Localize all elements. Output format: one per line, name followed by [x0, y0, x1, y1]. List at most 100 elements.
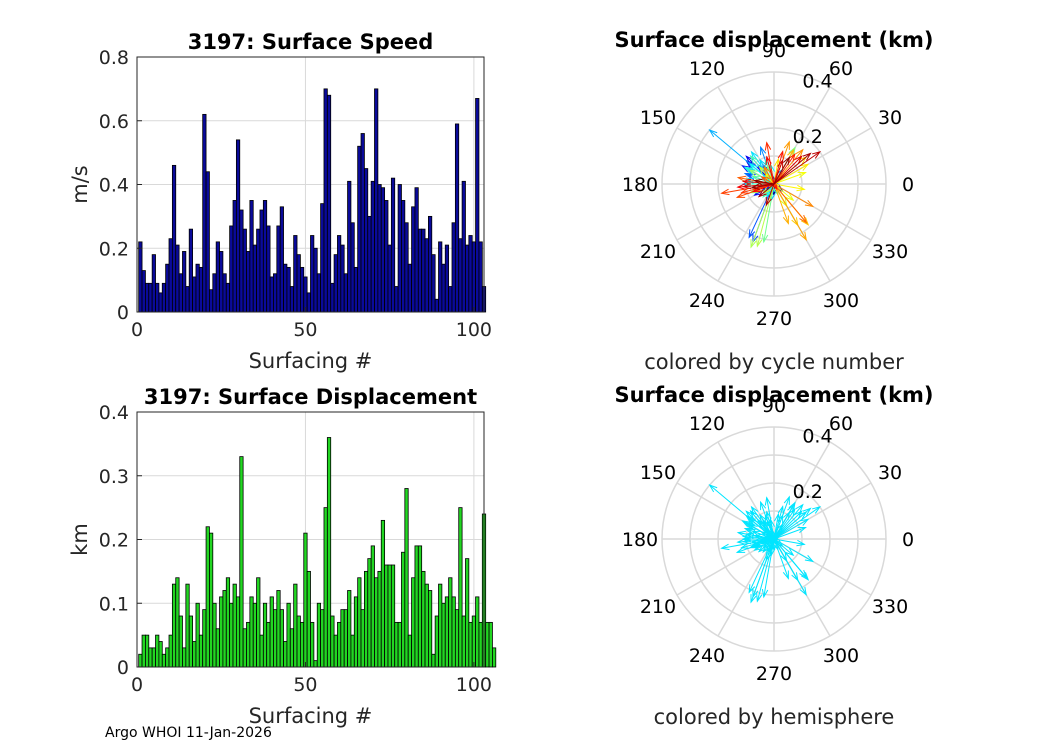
displacement-arrow-36 [751, 151, 775, 185]
bar-51 [306, 292, 311, 313]
bar-16 [188, 228, 193, 313]
arrow-head [748, 229, 756, 239]
bar-32 [242, 628, 247, 668]
displacement-arrow-93 [773, 155, 803, 185]
angle-label: 120 [689, 413, 725, 435]
arrow-head [804, 554, 815, 563]
arrow-head [785, 548, 795, 557]
bar-105 [488, 621, 493, 668]
bar-58 [330, 282, 335, 313]
bar-63 [347, 180, 352, 313]
arrow-head [757, 189, 767, 198]
displacement-arrow-100 [751, 538, 775, 544]
displacement-arrow-86 [773, 153, 796, 185]
bar-16 [188, 615, 193, 668]
angle-label: 180 [622, 529, 658, 551]
bar-39 [266, 621, 271, 668]
bar-13 [178, 615, 183, 668]
bar-24 [215, 628, 220, 668]
displacement-arrow-100 [751, 183, 775, 189]
bar-90 [438, 583, 443, 668]
bar-88 [431, 653, 436, 668]
bar-85 [421, 228, 426, 313]
polar-caption: colored by cycle number [644, 350, 904, 374]
bar-57 [326, 437, 332, 668]
bar-54 [316, 602, 322, 668]
arrow-head [708, 484, 718, 493]
arrow-head [760, 176, 770, 184]
displacement-arrow-102 [754, 535, 775, 540]
bar-69 [367, 215, 372, 313]
angle-label: 300 [823, 645, 859, 667]
displacement-arrow-97 [765, 183, 775, 206]
bar-35 [252, 602, 257, 668]
arrow-head [765, 510, 772, 520]
arrow-head [749, 154, 758, 164]
angle-label: 30 [878, 462, 902, 484]
displacement-chart: 0 50 100 0 0.1 0.2 0.3 0.4 3197: Surface Displac… [68, 385, 497, 728]
bar-66 [357, 145, 362, 313]
arrow-head [797, 172, 807, 179]
bar-8 [161, 282, 167, 313]
bar-57 [326, 94, 332, 313]
bar-97 [461, 180, 466, 313]
bar-76 [390, 177, 396, 313]
arrow-head [794, 510, 803, 519]
y-tick-label: 0 [117, 657, 129, 679]
angle-label: 210 [640, 596, 676, 618]
bar-45 [286, 266, 291, 313]
bar-19 [198, 634, 204, 668]
displacement-arrow-101 [773, 157, 790, 185]
bar-23 [212, 602, 217, 668]
bar-20 [202, 113, 207, 313]
bar-45 [286, 602, 291, 668]
bar-85 [421, 570, 426, 668]
displacement-arrow-85 [766, 142, 775, 185]
bar-98 [465, 558, 470, 668]
y-tick-label: 0.8 [99, 47, 129, 69]
y-tick-label: 0.4 [99, 402, 129, 424]
y-tick-label: 0.2 [99, 238, 129, 260]
arrow-head [763, 165, 771, 175]
bar-93 [448, 286, 453, 313]
arrow-head [741, 537, 752, 545]
angle-label: 150 [640, 462, 676, 484]
bar-17 [192, 276, 197, 313]
arrow-head [740, 187, 750, 194]
arrow-head [743, 521, 753, 529]
bar-41 [273, 273, 278, 313]
arrow-head [741, 533, 752, 541]
bar-10 [168, 634, 173, 668]
displacement-arrow-75 [773, 149, 804, 185]
angle-label: 330 [872, 596, 908, 618]
arrow-head [736, 538, 746, 545]
bar-7 [158, 641, 163, 668]
bar-5 [151, 647, 156, 668]
bar-55 [320, 609, 325, 668]
bar-72 [377, 184, 382, 313]
bar-78 [397, 184, 402, 313]
arrow-head [753, 178, 763, 186]
arrow-head [760, 500, 767, 511]
bar-21 [205, 526, 210, 668]
bar-86 [424, 238, 429, 313]
arrow-head [788, 146, 796, 156]
bar-17 [192, 641, 197, 668]
displacement-arrow-93 [773, 510, 803, 540]
arrow-head [708, 129, 718, 138]
displacement-arrow-36 [751, 506, 775, 540]
bar-43 [279, 206, 284, 313]
arrow-head [760, 145, 767, 156]
displacement-arrow-77 [763, 521, 775, 540]
bar-41 [273, 609, 278, 668]
bar-96 [458, 507, 463, 668]
bar-1 [138, 653, 143, 668]
bar-62 [343, 273, 348, 313]
bar-82 [411, 206, 416, 313]
bar-66 [357, 577, 362, 668]
bar-89 [434, 298, 439, 313]
bar-68 [364, 168, 369, 313]
polar-spoke [717, 538, 775, 637]
bar-49 [299, 266, 305, 313]
displacement-arrow-79 [773, 183, 807, 223]
